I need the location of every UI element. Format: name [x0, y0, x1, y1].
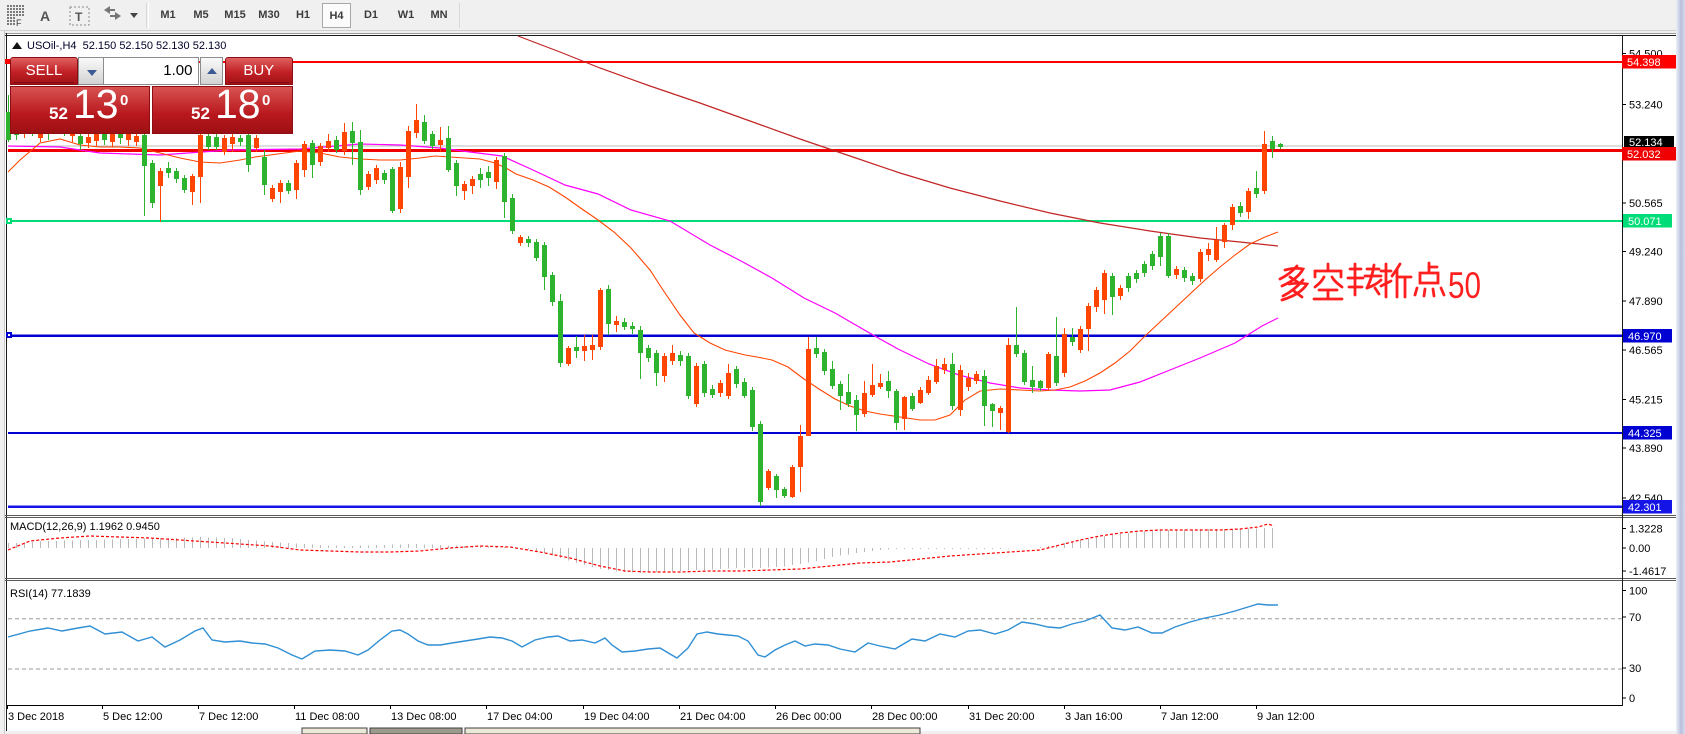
svg-text:3 Dec 2018: 3 Dec 2018 — [8, 711, 64, 723]
svg-text:5 Dec 12:00: 5 Dec 12:00 — [103, 711, 162, 723]
svg-text:52.032: 52.032 — [1627, 149, 1661, 161]
svg-text:17 Dec 04:00: 17 Dec 04:00 — [487, 711, 552, 723]
svg-text:19 Dec 04:00: 19 Dec 04:00 — [584, 711, 649, 723]
svg-text:31 Dec 20:00: 31 Dec 20:00 — [969, 711, 1034, 723]
svg-text:7 Dec 12:00: 7 Dec 12:00 — [199, 711, 258, 723]
svg-text:A: A — [40, 8, 50, 24]
svg-text:9 Jan 12:00: 9 Jan 12:00 — [1257, 711, 1315, 723]
svg-text:11 Dec 08:00: 11 Dec 08:00 — [295, 711, 360, 723]
svg-text:45.215: 45.215 — [1629, 395, 1663, 407]
svg-text:70: 70 — [1629, 612, 1641, 624]
svg-text:3 Jan 16:00: 3 Jan 16:00 — [1065, 711, 1123, 723]
svg-text:52.134: 52.134 — [1629, 137, 1663, 149]
svg-text:-1.4617: -1.4617 — [1629, 566, 1666, 578]
svg-text:T: T — [75, 10, 83, 24]
svg-text:RSI(14) 77.1839: RSI(14) 77.1839 — [10, 588, 91, 600]
svg-text:MACD(12,26,9) 1.1962 0.9450: MACD(12,26,9) 1.1962 0.9450 — [10, 521, 160, 533]
svg-text:28 Dec 00:00: 28 Dec 00:00 — [872, 711, 937, 723]
svg-text:50.071: 50.071 — [1628, 216, 1662, 228]
svg-text:0: 0 — [1629, 693, 1635, 705]
svg-text:46.970: 46.970 — [1628, 331, 1662, 343]
svg-text:50: 50 — [1448, 265, 1481, 306]
svg-text:42.301: 42.301 — [1628, 502, 1662, 514]
svg-text:47.890: 47.890 — [1629, 296, 1663, 308]
svg-text:21 Dec 04:00: 21 Dec 04:00 — [680, 711, 745, 723]
svg-text:100: 100 — [1629, 586, 1647, 598]
svg-text:53.240: 53.240 — [1629, 100, 1663, 112]
svg-text:46.565: 46.565 — [1629, 345, 1663, 357]
svg-text:43.890: 43.890 — [1629, 443, 1663, 455]
svg-text:7 Jan 12:00: 7 Jan 12:00 — [1161, 711, 1219, 723]
svg-text:0.00: 0.00 — [1629, 543, 1650, 555]
svg-text:30: 30 — [1629, 663, 1641, 675]
svg-text:54.398: 54.398 — [1627, 57, 1661, 69]
svg-text:50.565: 50.565 — [1629, 198, 1663, 210]
svg-text:26 Dec 00:00: 26 Dec 00:00 — [776, 711, 841, 723]
svg-text:49.240: 49.240 — [1629, 247, 1663, 259]
svg-text:1.3228: 1.3228 — [1629, 524, 1663, 536]
svg-text:44.325: 44.325 — [1628, 428, 1662, 440]
svg-text:F: F — [16, 18, 22, 28]
svg-text:13 Dec 08:00: 13 Dec 08:00 — [391, 711, 456, 723]
